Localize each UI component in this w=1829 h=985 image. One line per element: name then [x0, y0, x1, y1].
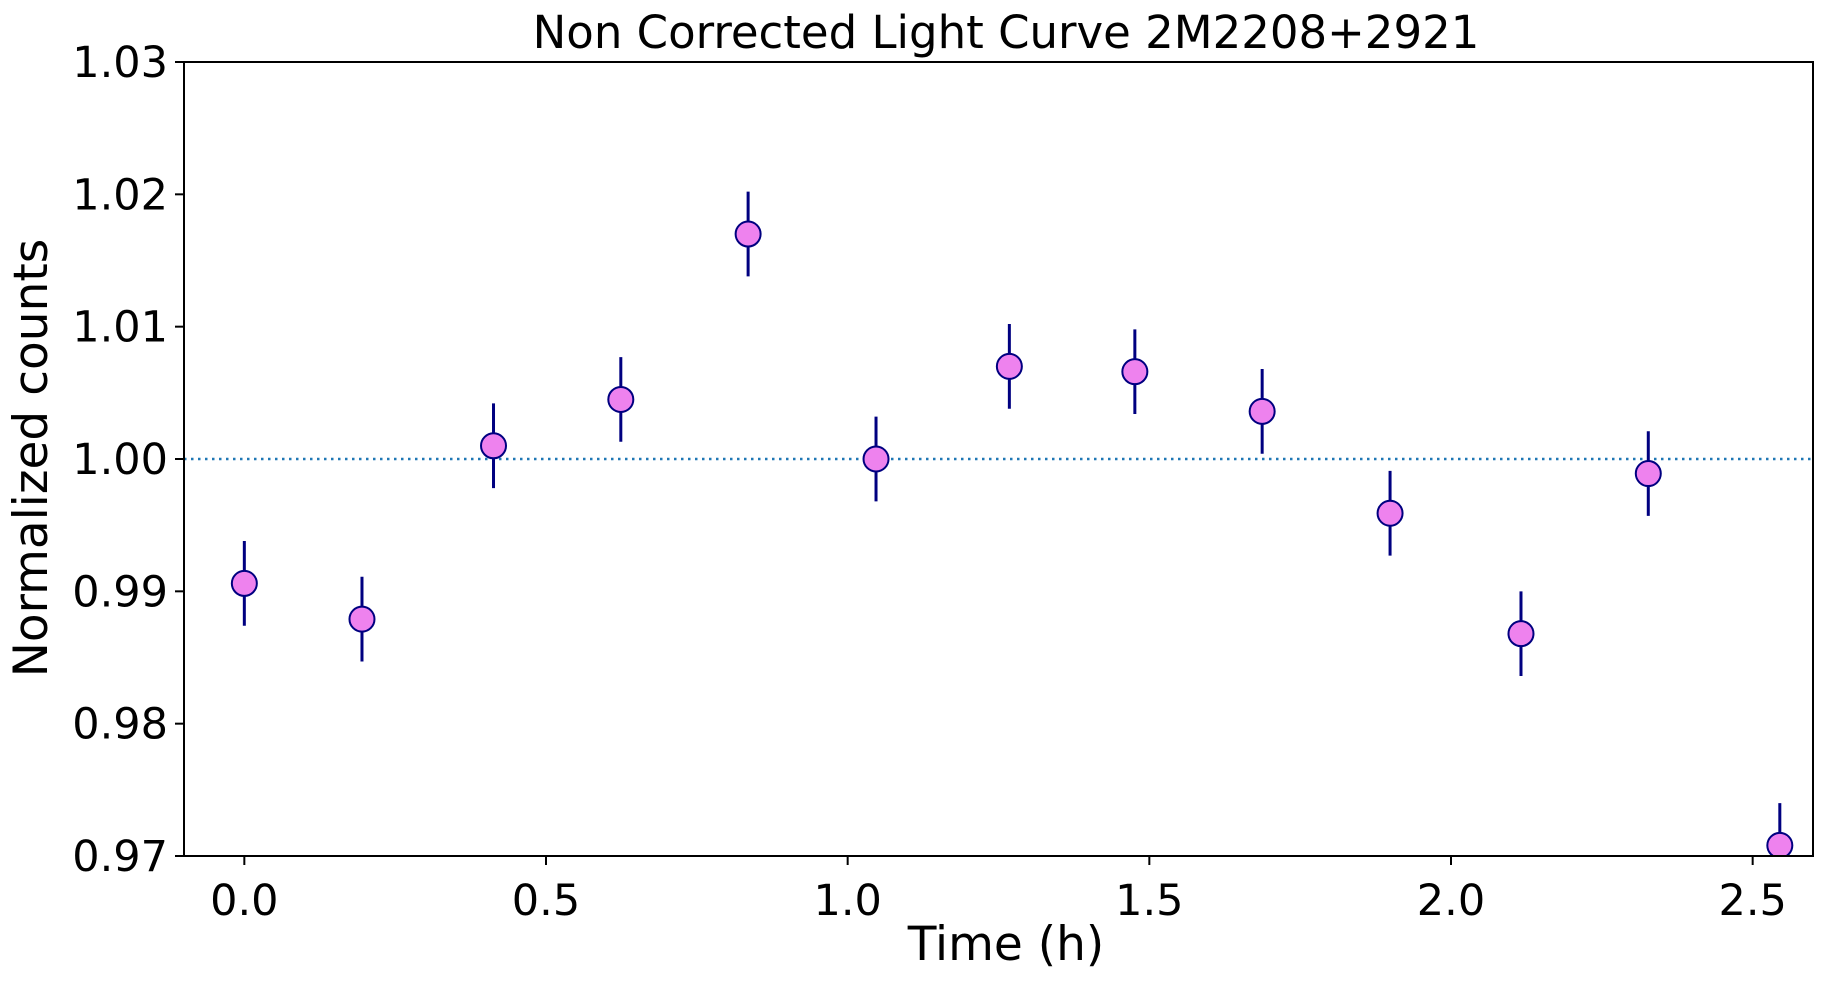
data-point: [1121, 358, 1149, 386]
y-tick-label: 1.02: [72, 170, 168, 220]
x-axis-title: Time (h): [907, 917, 1104, 972]
data-point: [862, 445, 890, 473]
data-point: [1766, 831, 1794, 856]
y-axis-title: Normalized counts: [4, 239, 59, 678]
x-tick-label: 1.0: [813, 876, 881, 926]
x-tick-label: 2.0: [1417, 876, 1485, 926]
plot-area: [184, 191, 1813, 856]
data-point: [1248, 397, 1276, 425]
y-tick-label: 0.99: [72, 567, 168, 617]
data-point: [734, 220, 762, 248]
y-tick-label: 0.98: [72, 700, 168, 750]
y-tick-label: 1.03: [72, 38, 168, 88]
y-tick-label: 1.01: [72, 303, 168, 353]
data-point: [607, 385, 635, 413]
data-point: [480, 432, 508, 460]
x-tick-label: 0.5: [512, 876, 580, 926]
data-point: [348, 605, 376, 633]
x-tick-label: 0.0: [210, 876, 278, 926]
data-point: [995, 352, 1023, 380]
chart-title: Non Corrected Light Curve 2M2208+2921: [533, 6, 1480, 59]
data-point: [230, 569, 258, 597]
y-tick-label: 1.00: [72, 435, 168, 485]
data-point: [1634, 460, 1662, 488]
x-tick-label: 2.5: [1718, 876, 1786, 926]
x-tick-label: 1.5: [1115, 876, 1183, 926]
data-point: [1507, 620, 1535, 648]
axis-ticks: 0.0 0.5 1.0 1.5 2.0 2.5 0.97 0.98 0.99 1.00 1.01 1.…: [72, 38, 1787, 926]
y-tick-label: 0.97: [72, 832, 168, 882]
data-point: [1376, 499, 1404, 527]
